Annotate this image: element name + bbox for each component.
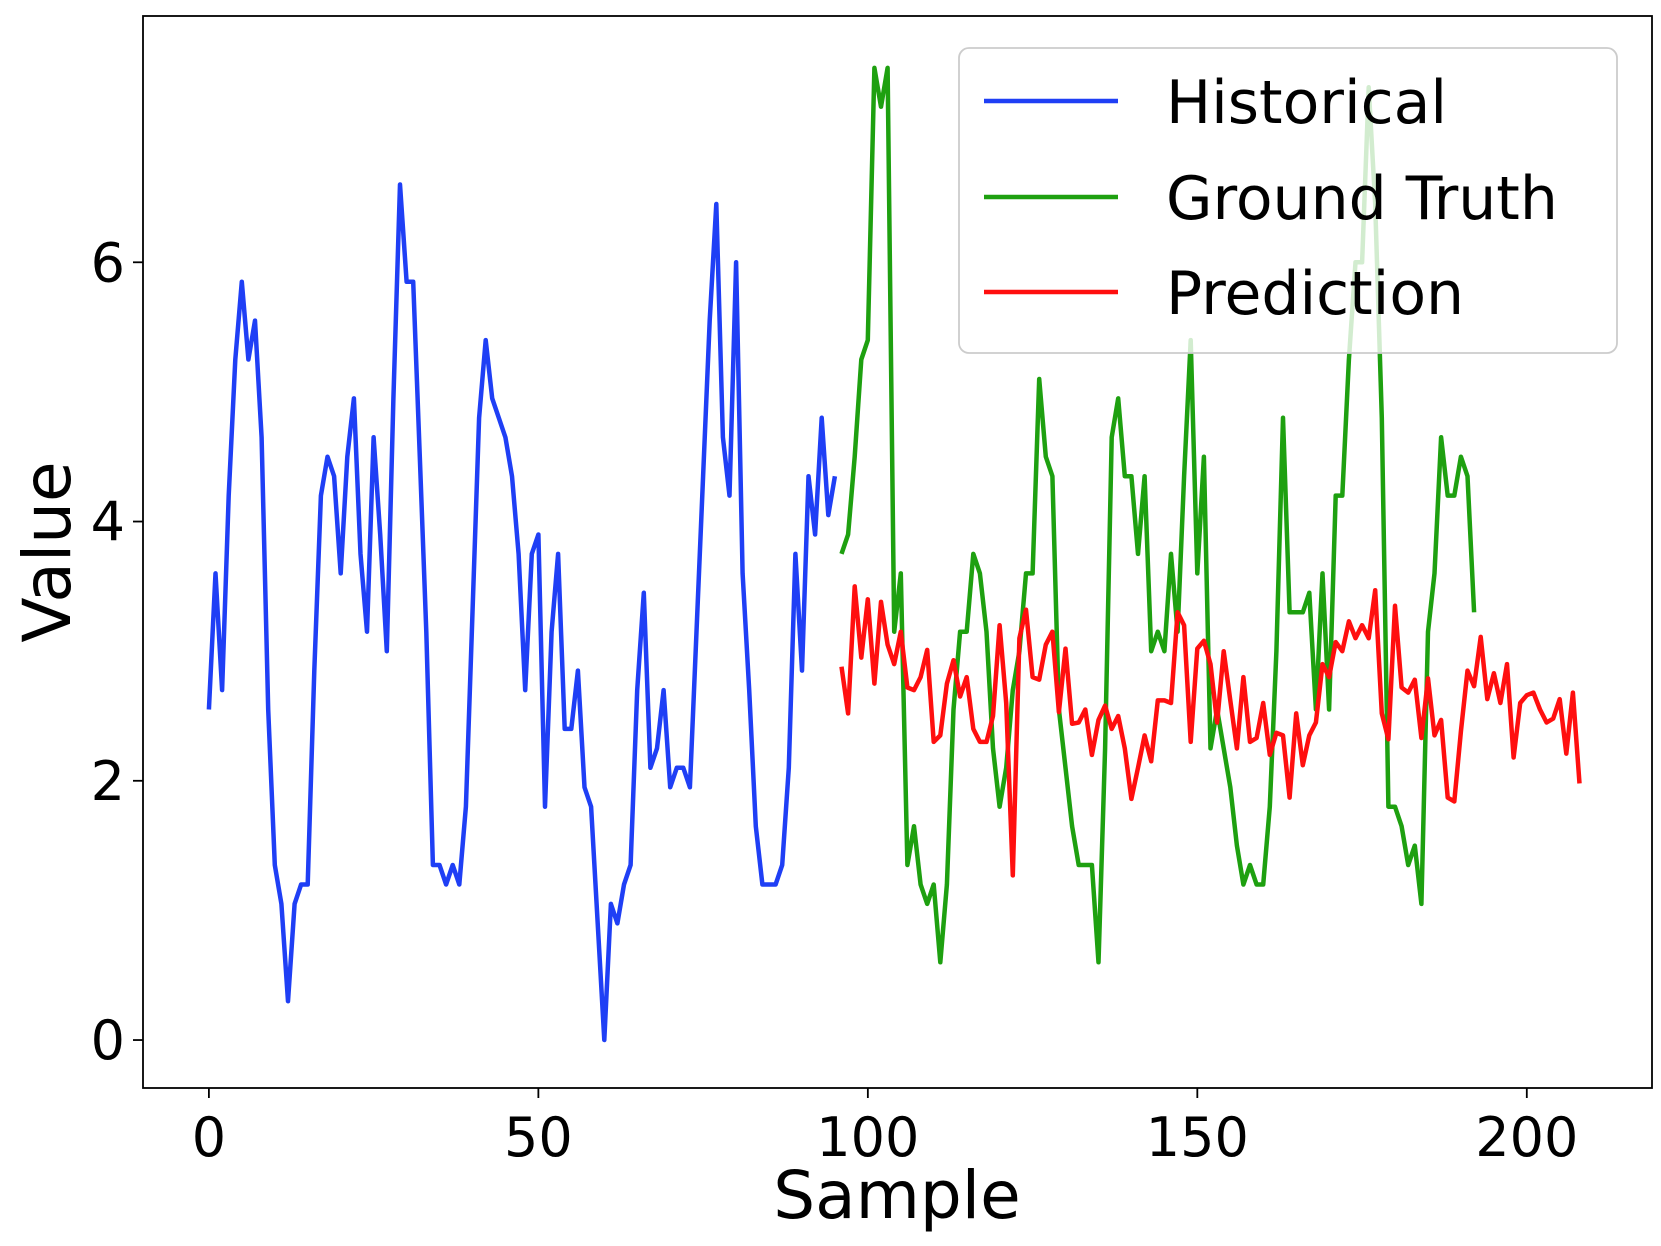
series-line-historical — [206, 182, 838, 1043]
x-tick-label: 200 — [1475, 1106, 1578, 1169]
x-tick-label: 50 — [504, 1106, 573, 1169]
x-axis-label: Sample — [773, 1157, 1020, 1234]
x-axis-ticks: 0 50 100 150 200 — [192, 1088, 1578, 1169]
x-tick-label: 0 — [192, 1106, 226, 1169]
y-tick-label: 6 — [91, 231, 125, 294]
legend-label-prediction: Prediction — [1166, 259, 1464, 329]
y-tick-label: 0 — [91, 1009, 125, 1072]
legend-box — [958, 47, 1618, 354]
plot-frame — [142, 15, 1653, 1089]
series-line-prediction — [839, 584, 1582, 878]
y-tick-label: 4 — [91, 491, 125, 554]
x-tick-label: 100 — [816, 1106, 919, 1169]
y-axis-label: Value — [9, 461, 86, 642]
y-axis-ticks: 0 2 4 6 — [91, 231, 143, 1072]
x-tick-label: 150 — [1146, 1106, 1249, 1169]
legend-label-ground-truth: Ground Truth — [1166, 164, 1558, 234]
legend: Historical Ground Truth Prediction — [958, 47, 1618, 354]
y-tick-label: 2 — [91, 750, 125, 813]
legend-label-historical: Historical — [1166, 68, 1447, 138]
